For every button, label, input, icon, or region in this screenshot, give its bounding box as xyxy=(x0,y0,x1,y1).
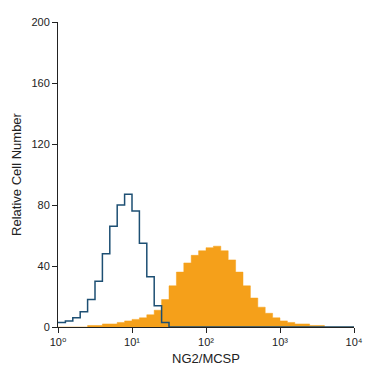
svg-text:10¹: 10¹ xyxy=(124,336,140,348)
svg-text:80: 80 xyxy=(38,199,50,211)
svg-text:40: 40 xyxy=(38,260,50,272)
svg-text:160: 160 xyxy=(31,77,49,89)
svg-text:10³: 10³ xyxy=(272,336,288,348)
svg-text:10⁰: 10⁰ xyxy=(50,336,67,348)
svg-text:NG2/MCSP: NG2/MCSP xyxy=(172,351,240,366)
svg-text:10⁴: 10⁴ xyxy=(346,336,363,348)
svg-text:120: 120 xyxy=(31,138,49,150)
svg-text:0: 0 xyxy=(44,321,50,333)
svg-text:10²: 10² xyxy=(198,336,214,348)
svg-text:Relative Cell Number: Relative Cell Number xyxy=(9,112,24,235)
svg-text:200: 200 xyxy=(31,16,49,28)
